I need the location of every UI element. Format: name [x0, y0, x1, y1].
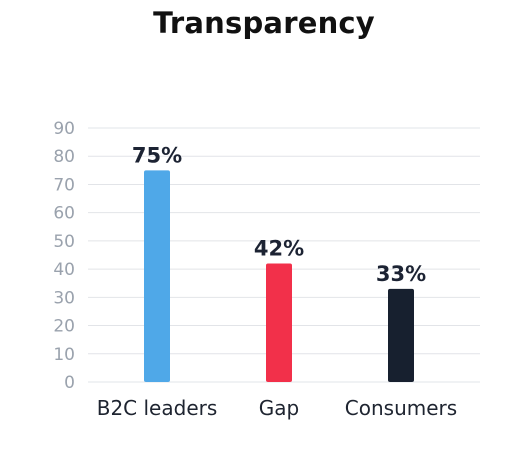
bar-b2c-leaders: [144, 170, 170, 382]
data-labels: 75% 42% 33%: [132, 143, 426, 286]
y-tick-label-0: 0: [64, 373, 75, 393]
data-label-gap: 42%: [254, 236, 304, 260]
y-tick-label-20: 20: [53, 317, 75, 337]
bar-gap: [266, 263, 292, 382]
data-label-consumers: 33%: [376, 262, 426, 286]
y-tick-label-70: 70: [53, 175, 75, 195]
category-label-gap: Gap: [259, 396, 299, 420]
y-tick-label-40: 40: [53, 260, 75, 280]
category-label-consumers: Consumers: [345, 396, 457, 420]
category-label-b2c-leaders: B2C leaders: [97, 396, 218, 420]
y-tick-label-10: 10: [53, 345, 75, 365]
y-tick-label-30: 30: [53, 288, 75, 308]
chart-title: Transparency: [153, 6, 375, 40]
y-tick-label-60: 60: [53, 204, 75, 224]
y-tick-label-50: 50: [53, 232, 75, 252]
data-label-b2c-leaders: 75%: [132, 143, 182, 167]
y-tick-label-80: 80: [53, 147, 75, 167]
bar-consumers: [388, 288, 414, 382]
y-tick-label-90: 90: [53, 119, 75, 139]
y-axis-ticks: 0 10 20 30 40 50 60 70 80 90: [53, 119, 75, 393]
category-labels: B2C leaders Gap Consumers: [97, 396, 457, 420]
bars: [144, 170, 414, 382]
